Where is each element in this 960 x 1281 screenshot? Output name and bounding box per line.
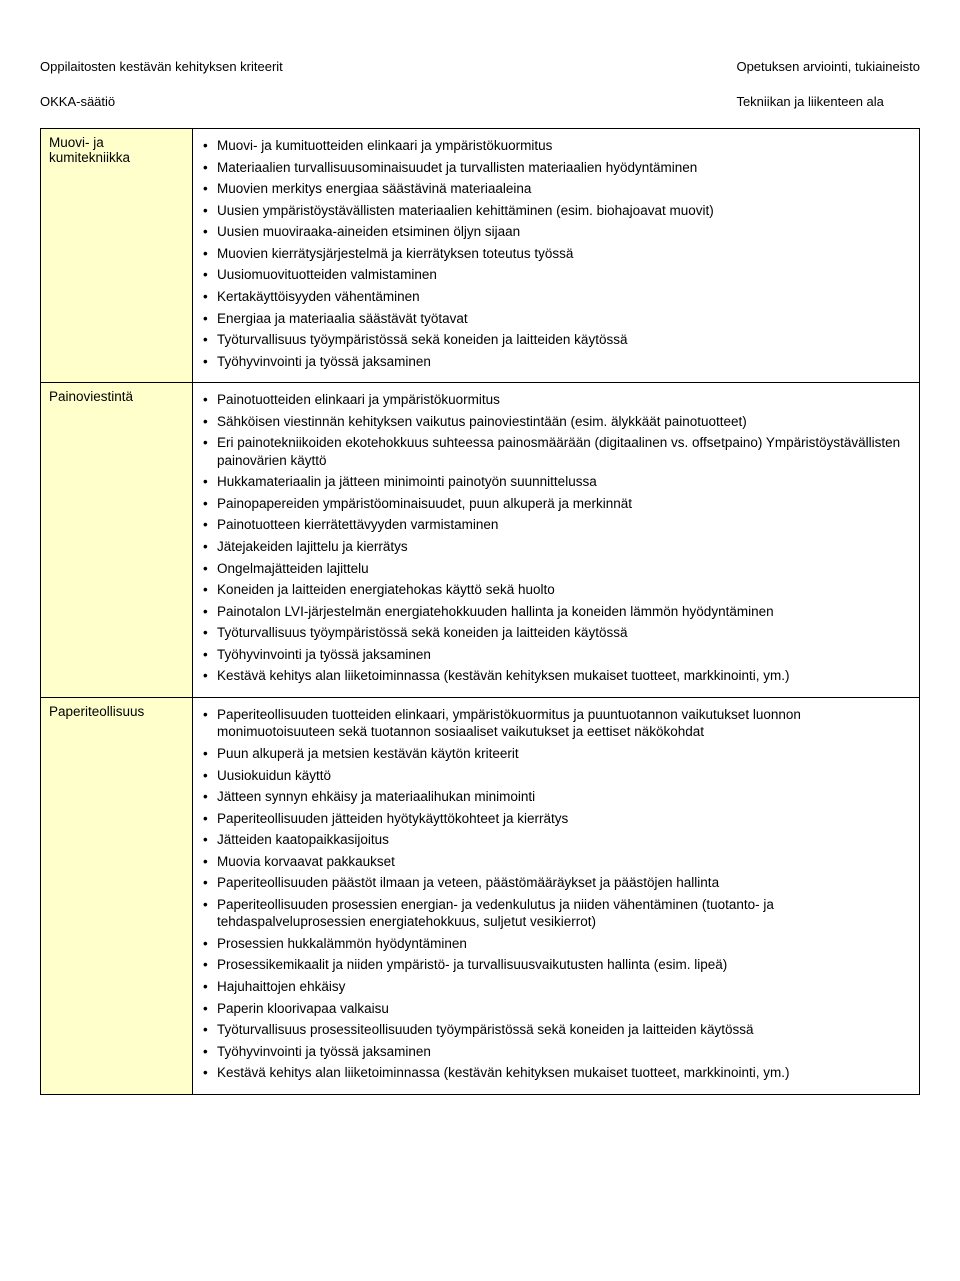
header-left: Oppilaitosten kestävän kehityksen kritee… (40, 40, 283, 110)
list-item: Työhyvinvointi ja työssä jaksaminen (215, 646, 911, 664)
list-item: Koneiden ja laitteiden energiatehokas kä… (215, 581, 911, 599)
row-content: Muovi- ja kumituotteiden elinkaari ja ym… (193, 129, 920, 383)
list-item: Muovia korvaavat pakkaukset (215, 853, 911, 871)
row-label: Paperiteollisuus (41, 697, 193, 1094)
list-item: Paperin kloorivapaa valkaisu (215, 1000, 911, 1018)
list-item: Prosessien hukkalämmön hyödyntäminen (215, 935, 911, 953)
list-item: Uusiomuovituotteiden valmistaminen (215, 266, 911, 284)
header-left-line2: OKKA-säätiö (40, 94, 115, 109)
list-item: Paperiteollisuuden päästöt ilmaan ja vet… (215, 874, 911, 892)
list-item: Painotuotteiden elinkaari ja ympäristöku… (215, 391, 911, 409)
list-item: Puun alkuperä ja metsien kestävän käytön… (215, 745, 911, 763)
list-item: Uusien ympäristöystävällisten materiaali… (215, 202, 911, 220)
list-item: Kestävä kehitys alan liiketoiminnassa (k… (215, 1064, 911, 1082)
list-item: Paperiteollisuuden jätteiden hyötykäyttö… (215, 810, 911, 828)
bullet-list: Paperiteollisuuden tuotteiden elinkaari,… (201, 706, 911, 1082)
page-header: Oppilaitosten kestävän kehityksen kritee… (40, 40, 920, 110)
list-item: Muovi- ja kumituotteiden elinkaari ja ym… (215, 137, 911, 155)
list-item: Muovien merkitys energiaa säästävinä mat… (215, 180, 911, 198)
list-item: Prosessikemikaalit ja niiden ympäristö- … (215, 956, 911, 974)
list-item: Materiaalien turvallisuusominaisuudet ja… (215, 159, 911, 177)
row-label: Muovi- ja kumitekniikka (41, 129, 193, 383)
list-item: Hajuhaittojen ehkäisy (215, 978, 911, 996)
list-item: Painotuotteen kierrätettävyyden varmista… (215, 516, 911, 534)
list-item: Eri painotekniikoiden ekotehokkuus suhte… (215, 434, 911, 469)
table-row: Painoviestintä Painotuotteiden elinkaari … (41, 383, 920, 698)
list-item: Hukkamateriaalin ja jätteen minimointi p… (215, 473, 911, 491)
list-item: Kertakäyttöisyyden vähentäminen (215, 288, 911, 306)
list-item: Työhyvinvointi ja työssä jaksaminen (215, 1043, 911, 1061)
list-item: Työhyvinvointi ja työssä jaksaminen (215, 353, 911, 371)
table-row: Muovi- ja kumitekniikka Muovi- ja kumituo… (41, 129, 920, 383)
header-right: Opetuksen arviointi, tukiaineisto Teknii… (736, 40, 920, 110)
row-content: Paperiteollisuuden tuotteiden elinkaari,… (193, 697, 920, 1094)
list-item: Painotalon LVI-järjestelmän energiatehok… (215, 603, 911, 621)
list-item: Kestävä kehitys alan liiketoiminnassa (k… (215, 667, 911, 685)
criteria-table: Muovi- ja kumitekniikka Muovi- ja kumituo… (40, 128, 920, 1095)
list-item: Sähköisen viestinnän kehityksen vaikutus… (215, 413, 911, 431)
header-left-line1: Oppilaitosten kestävän kehityksen kritee… (40, 59, 283, 74)
list-item: Jätteiden kaatopaikkasijoitus (215, 831, 911, 849)
header-right-line1: Opetuksen arviointi, tukiaineisto (736, 59, 920, 74)
list-item: Painopapereiden ympäristöominaisuudet, p… (215, 495, 911, 513)
list-item: Työturvallisuus työympäristössä sekä kon… (215, 624, 911, 642)
table-body: Muovi- ja kumitekniikka Muovi- ja kumituo… (41, 129, 920, 1095)
list-item: Uusiokuidun käyttö (215, 767, 911, 785)
bullet-list: Painotuotteiden elinkaari ja ympäristöku… (201, 391, 911, 685)
list-item: Jätteen synnyn ehkäisy ja materiaalihuka… (215, 788, 911, 806)
list-item: Muovien kierrätysjärjestelmä ja kierräty… (215, 245, 911, 263)
list-item: Ongelmajätteiden lajittelu (215, 560, 911, 578)
list-item: Energiaa ja materiaalia säästävät työtav… (215, 310, 911, 328)
list-item: Paperiteollisuuden tuotteiden elinkaari,… (215, 706, 911, 741)
list-item: Työturvallisuus työympäristössä sekä kon… (215, 331, 911, 349)
bullet-list: Muovi- ja kumituotteiden elinkaari ja ym… (201, 137, 911, 370)
list-item: Työturvallisuus prosessiteollisuuden työ… (215, 1021, 911, 1039)
list-item: Uusien muoviraaka-aineiden etsiminen ölj… (215, 223, 911, 241)
page: Oppilaitosten kestävän kehityksen kritee… (0, 0, 960, 1135)
header-right-line2: Tekniikan ja liikenteen ala (736, 94, 883, 109)
list-item: Jätejakeiden lajittelu ja kierrätys (215, 538, 911, 556)
row-label: Painoviestintä (41, 383, 193, 698)
table-row: Paperiteollisuus Paperiteollisuuden tuott… (41, 697, 920, 1094)
row-content: Painotuotteiden elinkaari ja ympäristöku… (193, 383, 920, 698)
list-item: Paperiteollisuuden prosessien energian- … (215, 896, 911, 931)
